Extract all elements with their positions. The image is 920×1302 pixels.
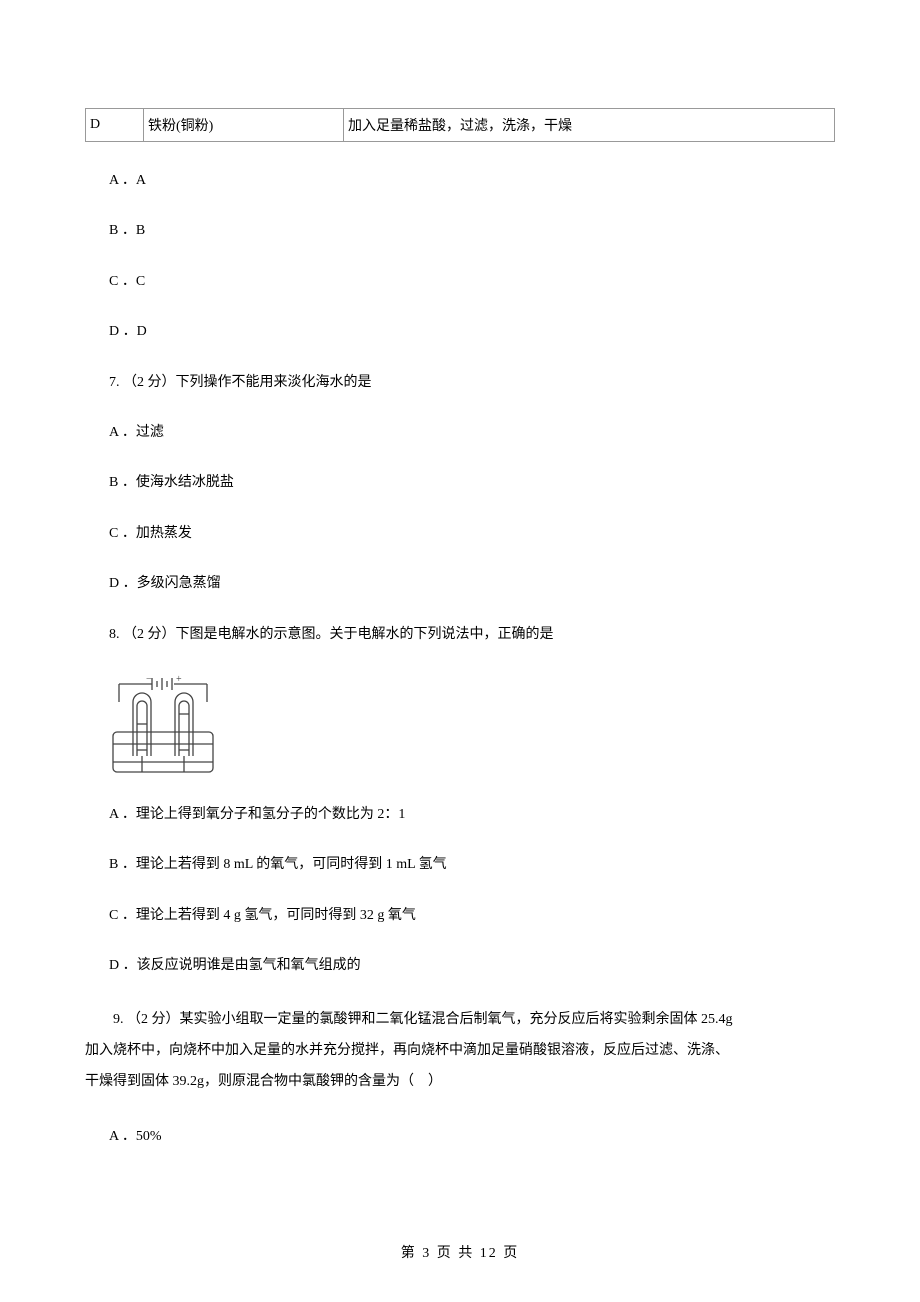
- table-row: D 铁粉(铜粉) 加入足量稀盐酸，过滤，洗涤，干燥: [86, 109, 835, 142]
- question-7: 7. （2 分）下列操作不能用来淡化海水的是: [109, 372, 835, 394]
- q7-option-d: D ．多级闪急蒸馏: [109, 573, 835, 595]
- q7-option-b: B ．使海水结冰脱盐: [109, 472, 835, 494]
- q9-line3: 干燥得到固体 39.2g，则原混合物中氯酸钾的含量为（ ）: [85, 1067, 835, 1098]
- question-9: 9. （2 分）某实验小组取一定量的氯酸钾和二氧化锰混合后制氧气，充分反应后将实…: [85, 1005, 835, 1097]
- cell-method: 加入足量稀盐酸，过滤，洗涤，干燥: [344, 109, 835, 142]
- question-8: 8. （2 分）下图是电解水的示意图。关于电解水的下列说法中，正确的是: [109, 624, 835, 646]
- q9-line2: 加入烧杯中，向烧杯中加入足量的水并充分搅拌，再向烧杯中滴加足量硝酸银溶液，反应后…: [85, 1036, 835, 1067]
- q7-option-a: A ．过滤: [109, 422, 835, 444]
- purification-table: D 铁粉(铜粉) 加入足量稀盐酸，过滤，洗涤，干燥: [85, 108, 835, 142]
- page-footer: 第 3 页 共 12 页: [0, 1242, 920, 1262]
- q8-option-d: D ．该反应说明谁是由氢气和氧气组成的: [109, 955, 835, 977]
- battery-plus-label: +: [176, 674, 182, 685]
- cell-mixture: 铁粉(铜粉): [144, 109, 344, 142]
- q8-option-b: B ．理论上若得到 8 mL 的氧气，可同时得到 1 mL 氢气: [109, 854, 835, 876]
- q8-option-a: A ．理论上得到氧分子和氢分子的个数比为 2：1: [109, 804, 835, 826]
- option-d: D ．D: [109, 321, 835, 343]
- electrolysis-diagram: − +: [109, 674, 835, 776]
- option-a: A ．A: [109, 170, 835, 192]
- battery-minus-label: −: [146, 674, 152, 685]
- option-b: B ．B: [109, 220, 835, 242]
- cell-label: D: [86, 109, 144, 142]
- q9-line1: 9. （2 分）某实验小组取一定量的氯酸钾和二氧化锰混合后制氧气，充分反应后将实…: [85, 1005, 835, 1036]
- q8-option-c: C ．理论上若得到 4 g 氢气，可同时得到 32 g 氧气: [109, 905, 835, 927]
- q7-option-c: C ．加热蒸发: [109, 523, 835, 545]
- q9-option-a: A ．50%: [109, 1126, 835, 1148]
- option-c: C ．C: [109, 271, 835, 293]
